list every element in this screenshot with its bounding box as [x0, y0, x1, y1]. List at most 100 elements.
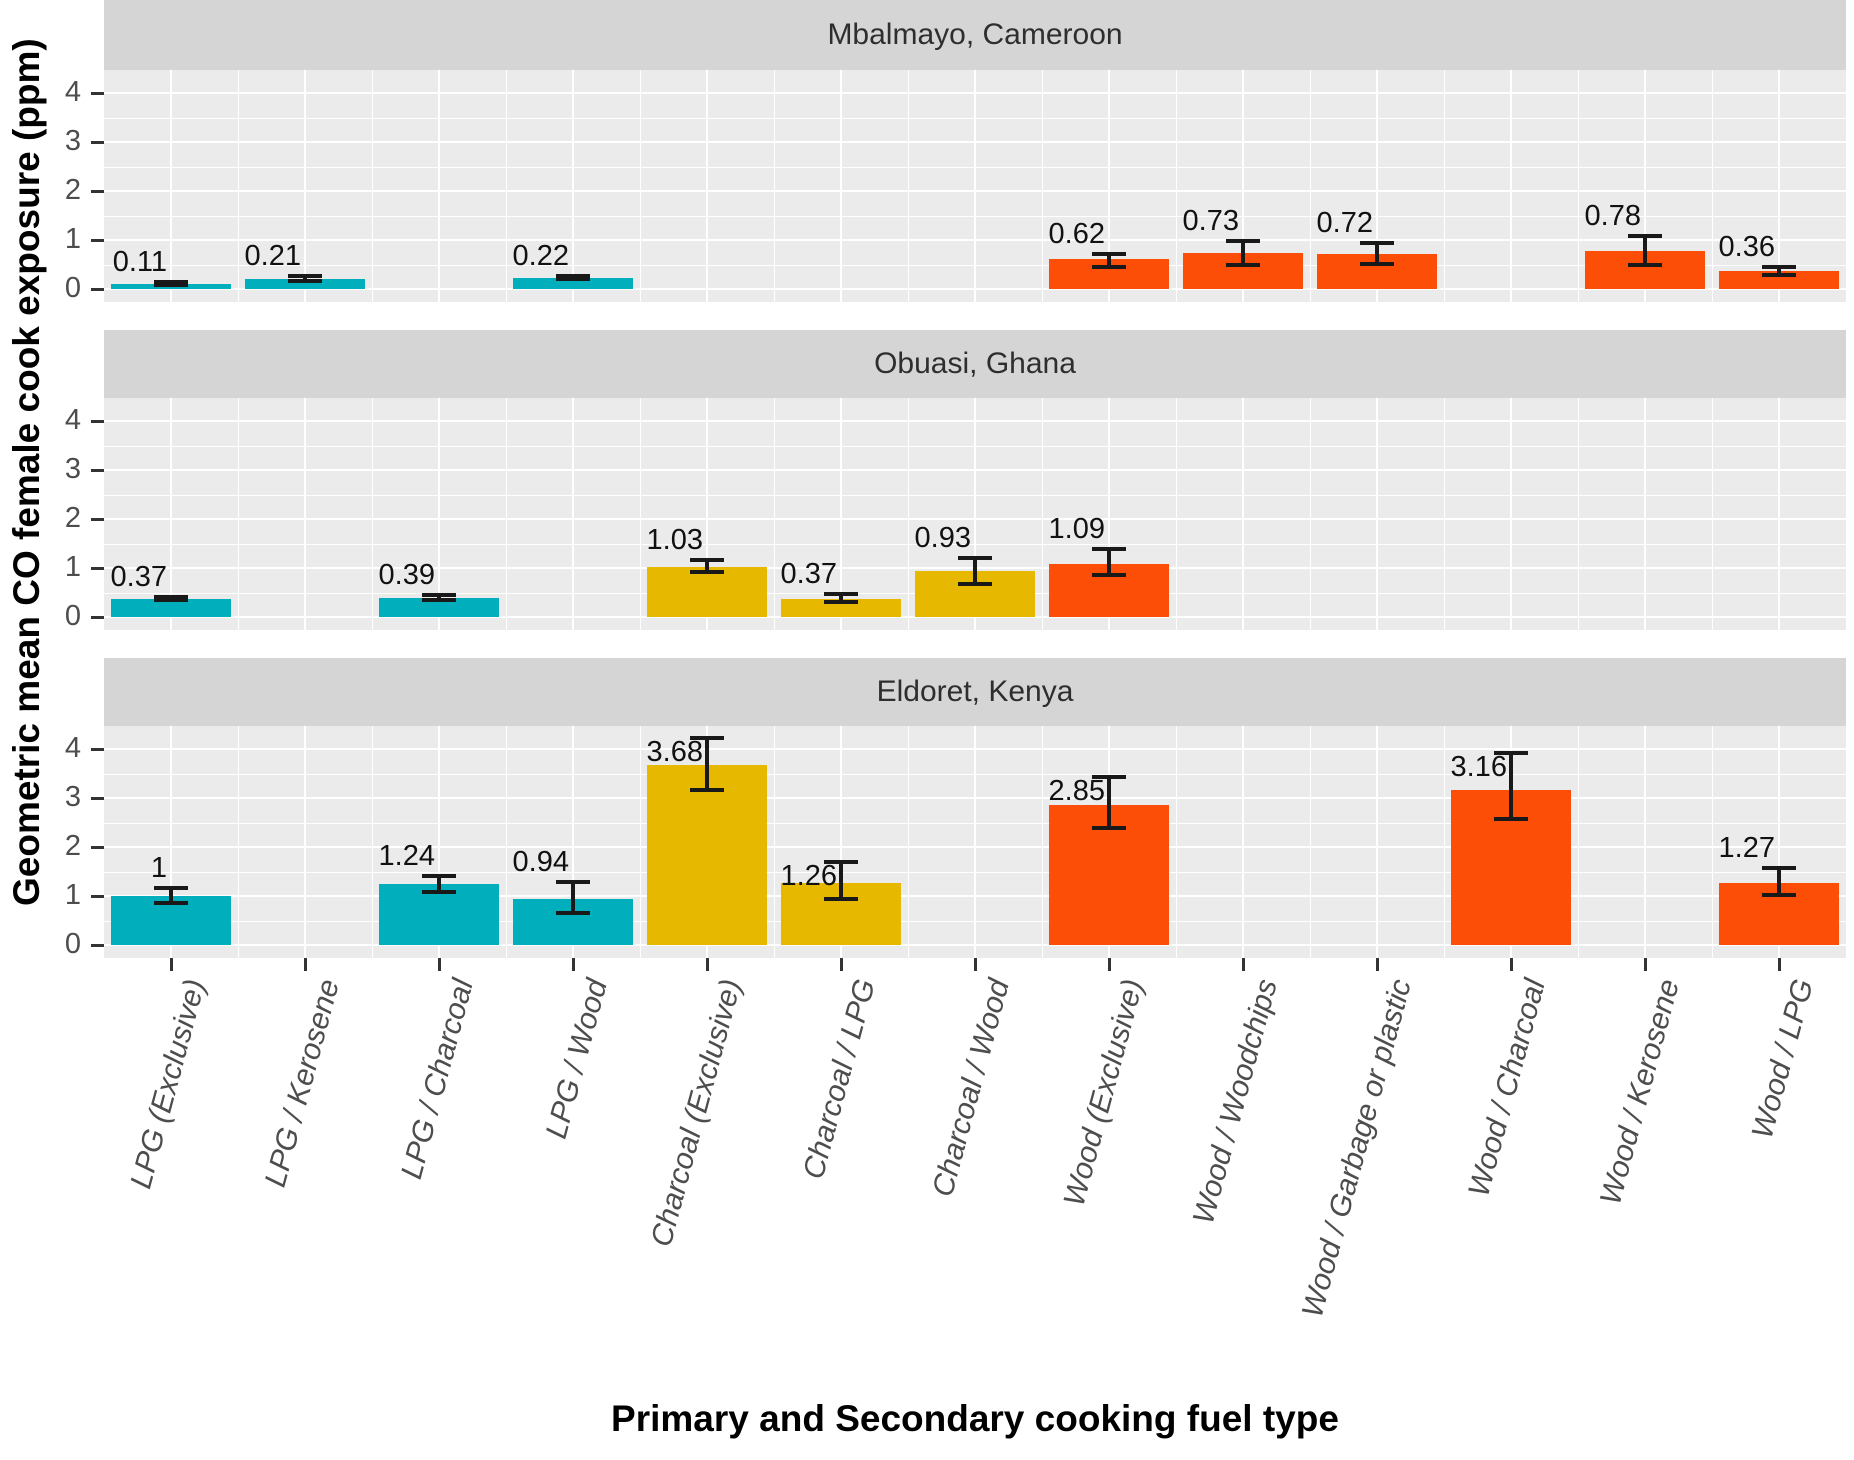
x-tick-mark — [973, 958, 977, 971]
error-bar-cap-top — [288, 274, 322, 279]
gridline-v-major — [1510, 398, 1512, 630]
x-tick-label-lpg-exclusive-: LPG (Exclusive) — [124, 975, 212, 1193]
gridline-v-major — [1778, 398, 1780, 630]
gridline-v-minor — [372, 726, 373, 958]
bar-value-label: 0.94 — [512, 846, 569, 879]
gridline-v-minor — [1176, 70, 1177, 302]
gridline-v-minor — [1712, 70, 1713, 302]
gridline-v-minor — [1444, 726, 1445, 958]
error-bar-cap-top — [556, 273, 590, 278]
bar-value-label: 0.78 — [1584, 200, 1641, 233]
x-axis-title: Primary and Secondary cooking fuel type — [611, 1398, 1339, 1439]
bar-value-label: 0.73 — [1182, 205, 1239, 238]
bar-charcoal-exclusive- — [647, 566, 767, 617]
gridline-v-minor — [908, 398, 909, 630]
bar-value-label: 3.16 — [1450, 750, 1507, 783]
x-tick-label-lpg-charcoal: LPG / Charcoal — [394, 975, 480, 1183]
gridline-v-major — [1376, 70, 1378, 302]
error-bar-cap-bottom — [154, 282, 188, 287]
x-tick-label-wood-kerosene: Wood / Kerosene — [1594, 975, 1686, 1209]
bar-value-label: 0.62 — [1048, 218, 1105, 251]
error-bar-cap-bottom — [958, 581, 992, 586]
y-tick-mark — [91, 748, 104, 751]
error-bar-cap-bottom — [154, 900, 188, 905]
error-bar-cap-bottom — [154, 597, 188, 602]
error-bar-cap-top — [824, 592, 858, 597]
y-tick-mark — [91, 239, 104, 242]
gridline-v-minor — [372, 398, 373, 630]
gridline-v-minor — [640, 70, 641, 302]
x-tick-label-charcoal-exclusive-: Charcoal (Exclusive) — [644, 975, 748, 1251]
x-tick-mark — [839, 958, 843, 971]
error-bar-cap-top — [958, 556, 992, 561]
gridline-v-major — [1242, 70, 1244, 302]
y-tick-mark — [91, 288, 104, 291]
y-tick-mark — [91, 895, 104, 898]
error-bar-cap-top — [422, 874, 456, 879]
y-tick-label: 2 — [64, 830, 81, 862]
gridline-v-minor — [1042, 398, 1043, 630]
x-tick-mark — [1375, 958, 1379, 971]
error-bar-line — [1107, 776, 1111, 829]
x-tick-mark — [169, 958, 173, 971]
error-bar-line — [571, 882, 575, 913]
gridline-v-minor — [1578, 70, 1579, 302]
gridline-v-major — [840, 398, 842, 630]
gridline-v-minor — [372, 70, 373, 302]
error-bar-cap-bottom — [1762, 272, 1796, 277]
error-bar-cap-top — [1360, 241, 1394, 246]
error-bar-cap-bottom — [288, 278, 322, 283]
error-bar-cap-bottom — [1494, 817, 1528, 822]
gridline-v-minor — [238, 398, 239, 630]
bar-value-label: 0.93 — [914, 522, 971, 555]
gridline-v-major — [1242, 726, 1244, 958]
error-bar-line — [839, 861, 843, 899]
bar-value-label: 0.21 — [244, 240, 301, 273]
gridline-v-major — [304, 398, 306, 630]
y-tick-label: 3 — [64, 781, 81, 813]
error-bar-line — [705, 738, 709, 790]
y-tick-mark — [91, 518, 104, 521]
bar-value-label: 1.24 — [378, 840, 435, 873]
error-bar-cap-bottom — [422, 890, 456, 895]
gridline-v-major — [1644, 726, 1646, 958]
facet-panel — [104, 726, 1846, 958]
error-bar-cap-top — [1226, 239, 1260, 244]
gridline-v-minor — [774, 726, 775, 958]
x-tick-label-wood-lpg: Wood / LPG — [1745, 975, 1820, 1143]
y-tick-label: 4 — [64, 404, 81, 436]
gridline-v-minor — [506, 70, 507, 302]
gridline-v-minor — [238, 726, 239, 958]
facet-strip: Mbalmayo, Cameroon — [104, 0, 1846, 70]
gridline-v-major — [1108, 70, 1110, 302]
error-bar-cap-bottom — [1092, 573, 1126, 578]
gridline-v-minor — [774, 70, 775, 302]
bar-lpg-charcoal — [379, 597, 499, 617]
y-tick-label: 1 — [64, 223, 81, 255]
error-bar-cap-top — [154, 280, 188, 285]
x-tick-label-wood-exclusive-: Wood (Exclusive) — [1057, 975, 1150, 1210]
error-bar-line — [1375, 243, 1379, 264]
error-bar-cap-top — [1762, 866, 1796, 871]
x-tick-label-lpg-kerosene: LPG / Kerosene — [258, 975, 346, 1191]
y-tick-mark — [91, 567, 104, 570]
gridline-v-major — [572, 70, 574, 302]
bar-value-label: 0.22 — [512, 239, 569, 272]
x-tick-mark — [1777, 958, 1781, 971]
error-bar-line — [437, 876, 441, 893]
error-bar-cap-top — [690, 558, 724, 563]
gridline-v-major — [1778, 726, 1780, 958]
error-bar-cap-top — [154, 595, 188, 600]
y-tick-label: 0 — [64, 928, 81, 960]
gridline-v-minor — [506, 398, 507, 630]
y-tick-mark — [91, 141, 104, 144]
bar-wood-lpg — [1719, 271, 1839, 289]
y-tick-label: 4 — [64, 732, 81, 764]
gridline-v-major — [1778, 70, 1780, 302]
bar-value-label: 0.72 — [1316, 207, 1373, 240]
error-bar-cap-top — [1092, 774, 1126, 779]
facet-strip: Obuasi, Ghana — [104, 330, 1846, 398]
error-bar-line — [705, 560, 709, 573]
gridline-v-major — [974, 726, 976, 958]
x-tick-mark — [1107, 958, 1111, 971]
